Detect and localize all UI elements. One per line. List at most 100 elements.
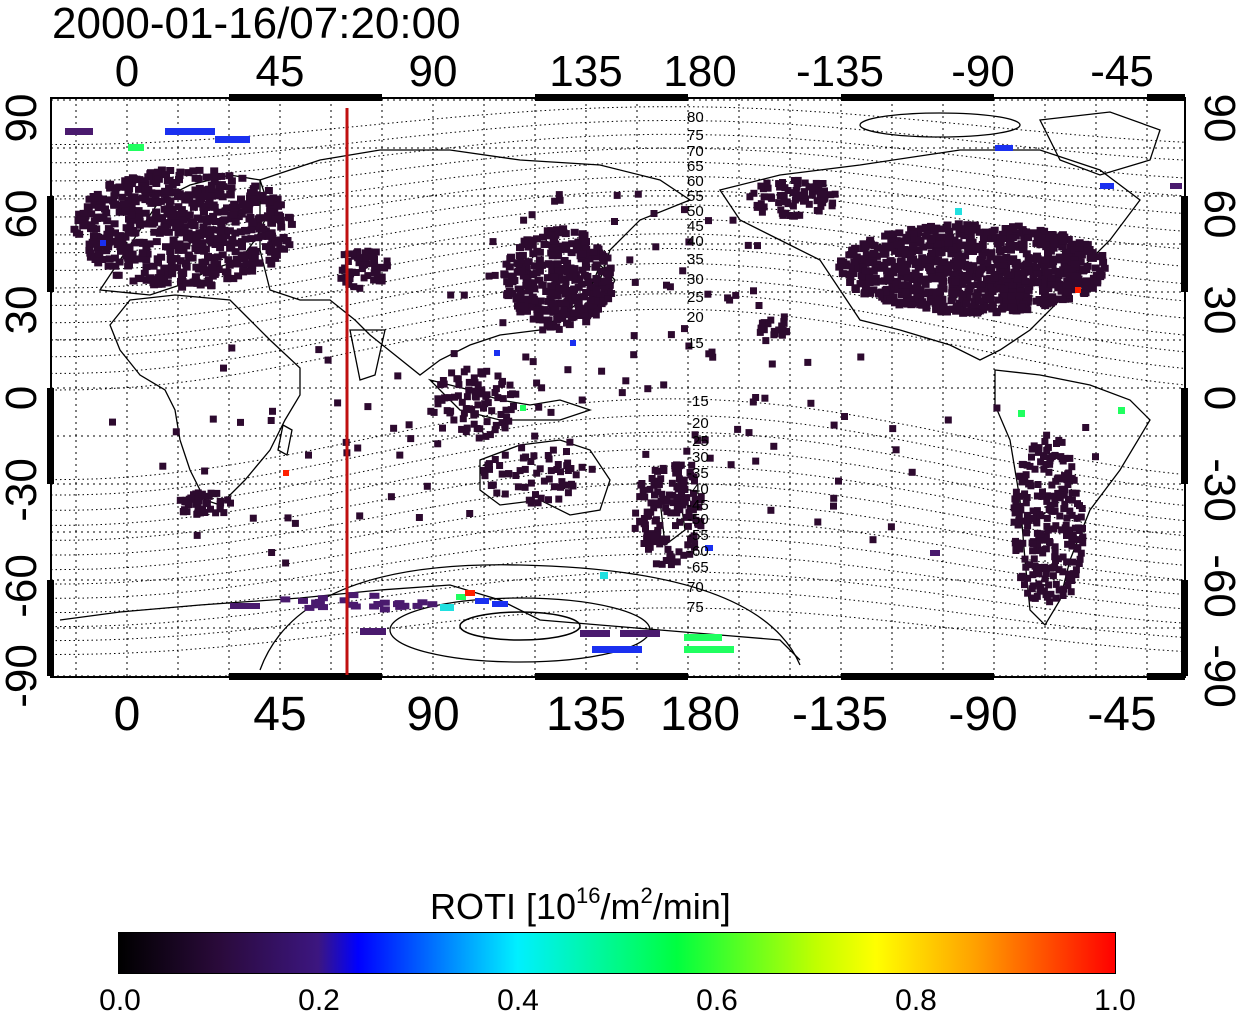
roti-pixel (992, 233, 1001, 241)
roti-pixel (965, 284, 974, 292)
roti-pixel (1055, 586, 1063, 594)
roti-pixel (1002, 296, 1011, 303)
roti-pixel (1001, 303, 1010, 311)
roti-pixel (955, 208, 962, 215)
roti-pixel (829, 199, 837, 207)
roti-pixel (685, 342, 693, 350)
roti-pixel (943, 234, 952, 242)
roti-pixel (676, 518, 684, 526)
roti-pixel (1022, 563, 1030, 571)
roti-pixel (481, 472, 489, 480)
roti-pixel (165, 207, 174, 215)
roti-pixel (564, 467, 572, 474)
roti-pixel (394, 600, 405, 607)
roti-pixel (249, 246, 258, 254)
roti-pixel (231, 239, 240, 247)
roti-pixel (514, 260, 523, 268)
roti-pixel (474, 381, 482, 389)
roti-pixel (1024, 286, 1033, 294)
roti-pixel (1065, 496, 1072, 503)
roti-pixel (815, 207, 823, 215)
roti-pixel (291, 519, 299, 527)
roti-pixel (494, 350, 500, 356)
roti-pixel (892, 446, 900, 454)
roti-pixel (572, 243, 581, 251)
roti-pixel (508, 290, 516, 298)
roti-pixel (407, 435, 415, 443)
roti-pixel (1060, 491, 1068, 499)
roti-pixel (668, 479, 676, 487)
roti-pixel (896, 240, 905, 248)
coastline (349, 329, 386, 381)
roti-pixel (1012, 272, 1021, 280)
roti-pixel (507, 253, 515, 261)
roti-pixel (1008, 281, 1017, 289)
roti-pixel (135, 176, 144, 184)
roti-pixel (1048, 453, 1056, 460)
roti-pixel (620, 630, 660, 637)
roti-pixel (1066, 454, 1074, 462)
roti-pixel (1096, 273, 1105, 281)
roti-pixel (277, 223, 286, 231)
roti-pixel (920, 290, 929, 298)
roti-pixel (254, 234, 263, 242)
roti-pixel (274, 211, 283, 219)
roti-pixel (193, 531, 201, 539)
roti-pixel (1062, 281, 1071, 289)
roti-pixel (1033, 507, 1041, 515)
roti-pixel (564, 366, 572, 374)
roti-pixel (660, 381, 668, 389)
roti-pixel (154, 280, 163, 288)
roti-pixel (894, 285, 903, 293)
roti-pixel (454, 392, 462, 400)
axis-bar-top (229, 94, 382, 101)
roti-pixel (211, 218, 220, 225)
roti-pixel (146, 189, 155, 197)
roti-pixel (195, 508, 203, 516)
roti-pixel (598, 278, 607, 286)
roti-pixel (817, 202, 825, 210)
roti-pixel (1059, 457, 1067, 465)
roti-pixel (171, 219, 180, 227)
roti-pixel (600, 572, 608, 579)
roti-pixel (981, 228, 990, 236)
roti-pixel (460, 291, 468, 299)
roti-pixel (376, 264, 384, 272)
roti-pixel (237, 418, 244, 426)
roti-pixel (110, 220, 119, 228)
contour-label: -35 (687, 465, 709, 482)
roti-pixel (188, 199, 197, 207)
roti-pixel (544, 316, 553, 324)
roti-pixel (135, 255, 143, 263)
roti-pixel (206, 185, 215, 193)
roti-pixel (1053, 277, 1062, 285)
roti-pixel (554, 252, 563, 260)
roti-pixel (520, 305, 529, 313)
roti-pixel (167, 260, 176, 268)
roti-pixel (549, 300, 558, 308)
roti-pixel (1059, 237, 1068, 245)
roti-pixel (959, 225, 968, 233)
roti-pixel (115, 258, 124, 266)
roti-pixel (356, 284, 364, 292)
roti-pixel (975, 297, 984, 305)
roti-pixel (1031, 562, 1039, 570)
roti-pixel (348, 601, 359, 608)
roti-pixel (142, 263, 151, 271)
roti-pixel (1018, 460, 1026, 468)
roti-pixel (881, 288, 890, 296)
roti-pixel (1081, 289, 1090, 297)
roti-pixel (140, 269, 149, 277)
roti-pixel (866, 239, 874, 247)
roti-pixel (339, 597, 350, 604)
roti-pixel (533, 235, 541, 243)
roti-pixel (1009, 223, 1017, 231)
roti-pixel (1029, 571, 1037, 579)
roti-pixel (482, 432, 490, 440)
roti-pixel (229, 275, 238, 283)
roti-pixel (265, 256, 274, 264)
roti-pixel (1051, 507, 1059, 515)
roti-pixel (491, 389, 499, 396)
roti-pixel (944, 239, 953, 247)
roti-pixel (212, 509, 220, 517)
